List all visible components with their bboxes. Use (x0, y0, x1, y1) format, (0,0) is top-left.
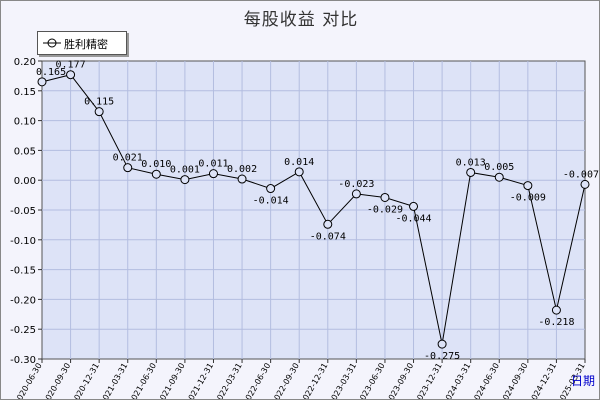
data-label: -0.074 (310, 231, 346, 242)
y-tick-label: 0.05 (14, 146, 36, 157)
data-point (266, 184, 276, 194)
x-axis-title: 日期 (571, 374, 595, 388)
data-point (208, 169, 218, 179)
x-tick-label: 2023-09-30 (384, 362, 415, 400)
y-tick-label: -0.25 (10, 325, 36, 336)
x-tick-label: 2023-06-30 (356, 362, 387, 400)
data-point (151, 169, 161, 179)
x-tick-label: 2021-12-31 (184, 362, 215, 400)
data-point (580, 179, 590, 189)
data-point (523, 181, 533, 191)
x-tick-label: 2022-12-31 (298, 362, 329, 400)
x-tick-label: 2020-09-30 (41, 362, 72, 400)
data-point (123, 163, 133, 173)
y-tick-label: 0.10 (14, 117, 36, 128)
data-label: -0.007 (563, 169, 599, 180)
y-tick-label: 0.20 (14, 57, 36, 68)
data-label: 0.014 (284, 157, 314, 168)
data-label: -0.023 (338, 179, 374, 190)
x-tick-label: 2024-06-30 (470, 362, 501, 399)
data-label: -0.275 (424, 351, 460, 362)
x-tick-label: 2024-03-31 (441, 362, 472, 400)
data-label: 0.010 (141, 159, 171, 170)
data-point (551, 305, 561, 315)
y-tick-label: -0.20 (10, 295, 36, 306)
y-tick-label: 0.15 (14, 87, 36, 98)
data-label: 0.001 (170, 165, 200, 176)
data-label: 0.011 (198, 159, 228, 170)
legend: 胜利精密 (37, 31, 127, 55)
data-point (66, 70, 76, 80)
x-tick-label: 2024-09-30 (499, 362, 530, 400)
data-point (437, 339, 447, 349)
x-tick-label: 2021-06-30 (127, 362, 158, 400)
data-point (466, 167, 476, 177)
series-line (41, 74, 586, 345)
chart-title: 每股收益 对比 (243, 10, 359, 30)
x-tick-label: 2022-09-30 (270, 362, 301, 400)
y-tick-label: -0.05 (10, 206, 36, 217)
data-label: 0.013 (456, 157, 486, 168)
data-label: -0.218 (538, 317, 574, 328)
data-label: -0.014 (253, 196, 289, 207)
x-tick-label: 2021-03-31 (98, 362, 129, 400)
data-label: 0.115 (84, 97, 114, 108)
data-point (237, 174, 247, 184)
data-label: -0.009 (510, 193, 546, 204)
x-tick-label: 2021-09-30 (156, 362, 187, 400)
data-point (351, 189, 361, 199)
y-tick-label: -0.10 (10, 236, 36, 247)
data-point (409, 201, 419, 211)
legend-series-label: 胜利精密 (64, 38, 108, 51)
y-tick-label: 0.00 (14, 176, 36, 187)
x-tick-label: 2024-12-31 (527, 362, 558, 400)
y-tick-label: -0.15 (10, 266, 36, 277)
data-label: 0.002 (227, 164, 257, 175)
data-label: 0.165 (36, 67, 66, 78)
data-point (94, 107, 104, 117)
data-label: 0.021 (113, 153, 143, 164)
x-tick-label: 2022-06-30 (241, 362, 272, 400)
x-tick-label: 2023-12-31 (413, 362, 444, 400)
data-point (37, 77, 47, 87)
data-point (294, 167, 304, 177)
data-point (494, 172, 504, 182)
x-tick-label: 2020-06-30 (13, 362, 44, 400)
x-tick-label: 2022-03-31 (213, 362, 244, 400)
y-tick-label: -0.30 (10, 355, 36, 366)
x-tick-label: 2020-12-31 (70, 362, 101, 400)
data-label: 0.005 (484, 162, 514, 173)
legend-marker-icon (43, 38, 61, 48)
data-point (323, 219, 333, 229)
data-label: -0.044 (395, 213, 431, 224)
data-point (380, 192, 390, 202)
x-tick-label: 2023-03-31 (327, 362, 358, 400)
data-label: -0.029 (367, 204, 403, 215)
data-point (180, 175, 190, 185)
data-label: 0.177 (56, 60, 86, 71)
